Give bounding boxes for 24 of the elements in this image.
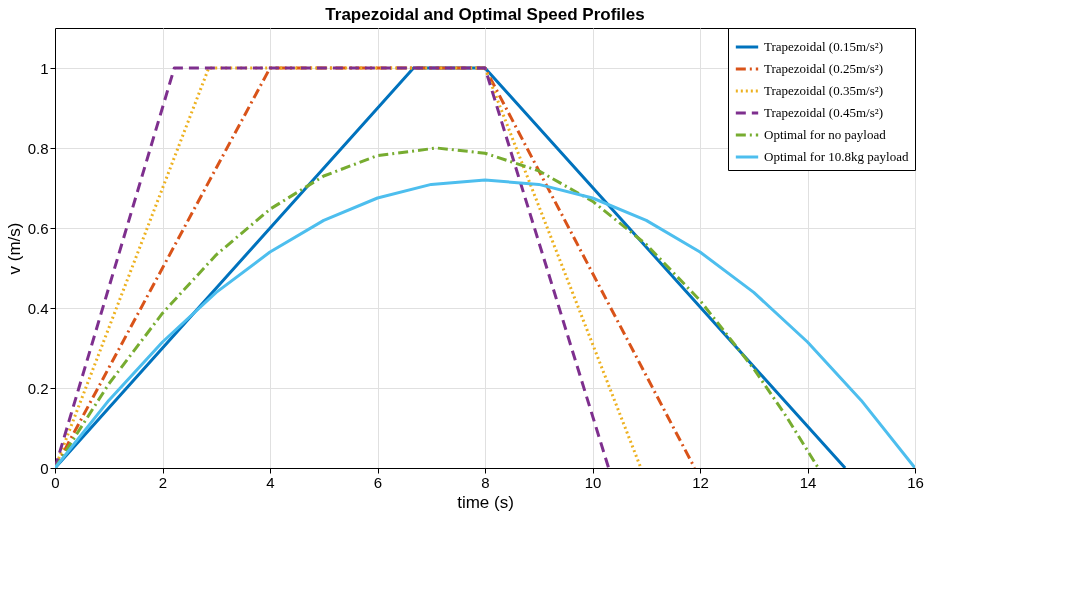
y-axis-title: v (m/s) xyxy=(4,222,24,275)
x-tick-label: 6 xyxy=(373,473,383,491)
x-tick-label: 4 xyxy=(266,473,275,491)
y-tick-label: 0 xyxy=(40,459,49,477)
y-tick-label: 1 xyxy=(40,59,49,77)
legend-label: Optimal for 10.8kg payload xyxy=(764,149,909,164)
y-tick-label: 0.6 xyxy=(27,219,49,237)
legend-label: Trapezoidal (0.15m/s²) xyxy=(764,39,883,54)
x-tick-label: 12 xyxy=(692,473,709,491)
legend-label: Trapezoidal (0.25m/s²) xyxy=(764,61,883,76)
y-tick-label: 0.8 xyxy=(27,139,49,157)
x-tick-label: 0 xyxy=(51,473,60,491)
chart-title: Trapezoidal and Optimal Speed Profiles xyxy=(325,4,645,24)
x-tick-label: 2 xyxy=(158,473,168,491)
x-tick-label: 14 xyxy=(799,473,817,491)
legend-label: Trapezoidal (0.45m/s²) xyxy=(764,105,883,120)
legend-label: Trapezoidal (0.35m/s²) xyxy=(764,83,883,98)
x-tick-label: 8 xyxy=(481,473,490,491)
x-tick-label: 10 xyxy=(584,473,602,491)
x-tick-label: 16 xyxy=(907,473,924,491)
x-axis-title: time (s) xyxy=(457,492,514,512)
y-tick-label: 0.2 xyxy=(27,379,49,397)
legend-label: Optimal for no payload xyxy=(764,127,887,142)
y-tick-label: 0.4 xyxy=(27,299,49,317)
